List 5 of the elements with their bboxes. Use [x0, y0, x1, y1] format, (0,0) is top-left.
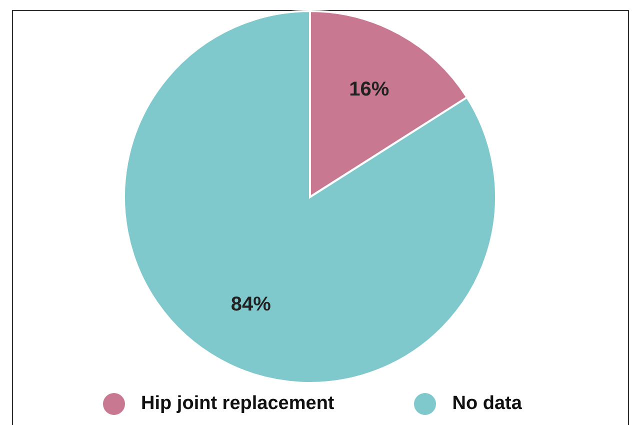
legend-label: Hip joint replacement — [141, 393, 334, 415]
pie-slice — [123, 10, 497, 384]
legend-label: No data — [452, 393, 522, 415]
data-label: 16% — [349, 78, 390, 100]
data-label: 84% — [230, 294, 272, 316]
